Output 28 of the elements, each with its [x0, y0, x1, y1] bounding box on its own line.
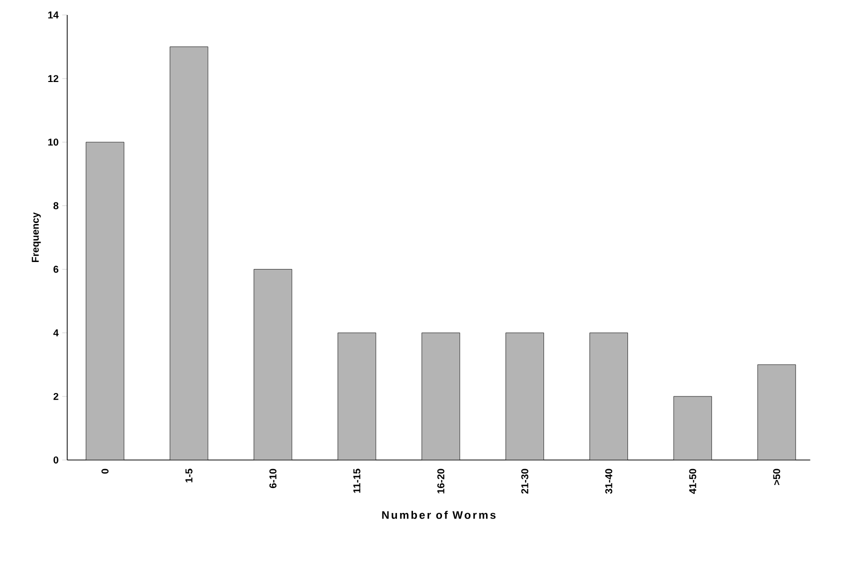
x-tick-label: >50 — [773, 468, 780, 485]
x-tick-label: 1-5 — [185, 468, 192, 482]
y-tick-label: 4 — [53, 329, 59, 336]
bar — [673, 396, 712, 460]
x-tick-label: 6-10 — [269, 468, 276, 488]
bar — [170, 46, 208, 460]
y-tick-label: 12 — [48, 75, 58, 82]
y-axis-title: Frequency — [32, 212, 41, 262]
x-tick-label: 11-15 — [353, 468, 360, 493]
bar — [338, 332, 376, 460]
x-tick-label: 16-20 — [437, 468, 444, 494]
bar — [422, 332, 460, 460]
y-tick-label: 14 — [48, 12, 59, 18]
y-tick-label: 6 — [54, 266, 58, 273]
x-tick-label: 31-40 — [605, 468, 612, 494]
bar — [590, 332, 628, 460]
y-tick-label: 10 — [48, 138, 58, 146]
x-tick-label: 0 — [101, 468, 109, 474]
x-tick-label: 41-50 — [689, 468, 696, 494]
bar — [86, 142, 124, 460]
x-tick-label: 21-30 — [521, 468, 528, 494]
bar — [757, 364, 796, 460]
y-tick-label: 2 — [54, 392, 58, 400]
y-tick-label: 8 — [53, 202, 58, 210]
bar — [254, 269, 292, 460]
y-tick-label: 0 — [54, 456, 58, 464]
bar — [506, 332, 544, 460]
x-axis-title: Number of Worms — [382, 510, 496, 519]
